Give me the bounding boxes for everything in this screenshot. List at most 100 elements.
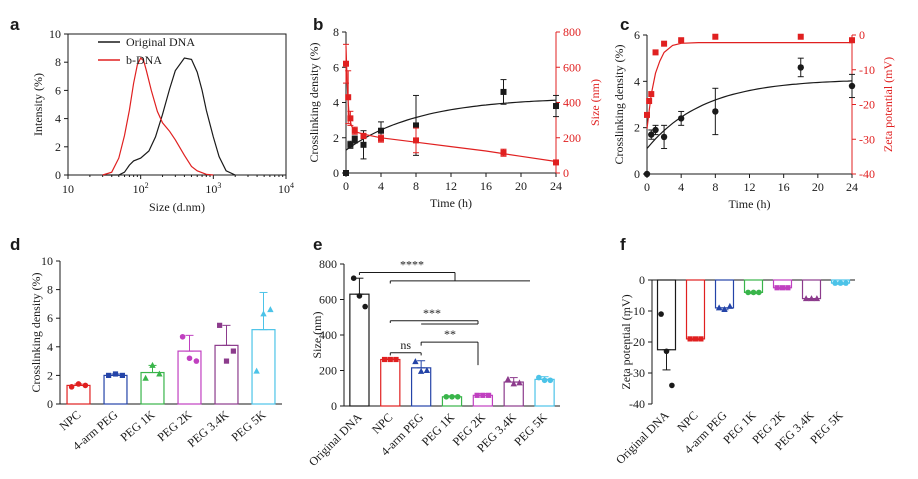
y-tick-label: 6 — [634, 28, 640, 42]
fit-curve — [345, 99, 557, 151]
data-point — [149, 361, 156, 368]
data-point — [417, 367, 425, 374]
data-point — [648, 91, 655, 98]
panel-label-e: e — [313, 235, 322, 254]
data-point — [193, 358, 200, 364]
fit-curve — [345, 46, 557, 163]
data-point — [253, 367, 260, 374]
y2-tick-label: -10 — [859, 63, 875, 77]
x-tick-label: Original DNA — [306, 410, 365, 469]
x-tick-label: 20 — [515, 179, 527, 193]
x-tick-exponent: 4 — [290, 181, 294, 190]
bar — [251, 329, 276, 405]
data-point — [474, 392, 480, 398]
panel-a: 0 2 4 6 8 10 10 102 103 104 Size (d.nm) Intensity (… — [31, 27, 294, 214]
data-point — [661, 40, 668, 47]
data-point — [480, 392, 486, 398]
data-point — [260, 310, 267, 317]
y-axis-label: Crosslinking density (%) — [612, 45, 626, 165]
y-tick-label: 4 — [333, 96, 339, 110]
data-point — [797, 33, 804, 40]
data-point — [785, 285, 791, 291]
data-point — [516, 379, 523, 386]
data-point — [360, 141, 367, 148]
data-point — [381, 356, 388, 363]
y-tick-label: -30 — [629, 366, 645, 380]
y-tick-label: 0 — [55, 168, 61, 182]
y2-axis-label: Zeta potential (mV) — [881, 57, 895, 152]
data-point — [343, 170, 349, 176]
y-axis-label: Crosslinking density (%) — [307, 43, 321, 163]
y2-tick-label: 800 — [563, 25, 581, 39]
y-tick-label: 8 — [333, 25, 339, 39]
series-line — [102, 57, 214, 176]
data-point — [186, 355, 193, 362]
x-tick-label: 10 — [62, 182, 74, 196]
y-axis-label: Size (nm) — [310, 312, 324, 359]
data-point — [351, 127, 358, 134]
data-point — [345, 94, 352, 101]
bar — [380, 358, 401, 407]
data-point — [106, 372, 112, 378]
y-tick-label: 8 — [55, 55, 61, 69]
x-tick-label: 4 — [678, 180, 684, 194]
data-point — [387, 356, 393, 363]
data-point — [774, 285, 780, 291]
x-tick-label: 20 — [812, 180, 824, 194]
data-point — [378, 135, 384, 142]
data-point — [504, 375, 512, 382]
x-tick-exponent: 2 — [145, 181, 149, 190]
x-tick-label: 16 — [778, 180, 790, 194]
y2-tick-label: 200 — [563, 131, 581, 145]
data-point — [848, 82, 856, 90]
y-tick-label: 2 — [47, 368, 53, 382]
data-point — [648, 131, 655, 138]
y2-axis-label: Size (nm) — [588, 79, 602, 126]
y-tick-label: 2 — [333, 131, 339, 145]
data-point — [75, 381, 82, 387]
panel-label-f: f — [620, 235, 626, 254]
y-tick-label: 4 — [47, 340, 53, 354]
y-tick-label: 0 — [331, 399, 337, 413]
data-point — [813, 295, 821, 302]
y2-tick-label: 400 — [563, 96, 581, 110]
x-tick-label: 8 — [413, 179, 419, 193]
data-point — [677, 115, 685, 122]
data-point — [652, 126, 659, 134]
data-point — [343, 60, 349, 67]
y-tick-label: 2 — [55, 140, 61, 154]
x-tick-label: 4 — [378, 179, 384, 193]
data-point — [500, 149, 507, 156]
data-point — [356, 293, 363, 299]
data-point — [267, 306, 274, 313]
x-axis-label: Size (d.nm) — [149, 200, 205, 214]
data-point — [837, 280, 844, 286]
data-point — [692, 336, 699, 342]
data-point — [360, 132, 367, 139]
data-point — [413, 122, 419, 129]
data-point — [646, 98, 653, 105]
x-tick-label: NPC — [57, 408, 84, 434]
data-point — [669, 382, 675, 389]
data-point — [413, 137, 419, 144]
x-tick-label: 12 — [744, 180, 756, 194]
y-tick-label: 4 — [55, 112, 61, 126]
x-tick-label: 103 — [205, 181, 221, 196]
y-tick-label: -40 — [629, 397, 645, 411]
x-tick-exponent: 3 — [217, 181, 221, 190]
data-point — [779, 285, 786, 291]
data-point — [500, 88, 507, 95]
data-point — [230, 348, 236, 354]
data-point — [658, 311, 664, 317]
data-point — [142, 374, 149, 381]
x-tick-label: PEG 3.4K — [185, 407, 232, 450]
data-point — [832, 280, 838, 286]
data-point — [678, 37, 685, 44]
y-tick-label: 4 — [634, 74, 640, 88]
data-point — [362, 303, 368, 310]
panel-label-d: d — [10, 235, 20, 254]
data-point — [536, 374, 542, 381]
